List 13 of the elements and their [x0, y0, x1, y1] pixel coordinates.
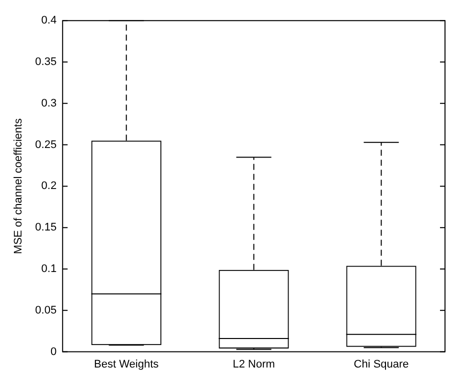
y-tick-label: 0.15 [35, 222, 57, 234]
y-tick-label: 0.4 [41, 14, 57, 27]
y-tick-label: 0 [50, 346, 57, 358]
x-tick-label: Chi Square [354, 358, 409, 370]
x-tick-label: L2 Norm [232, 358, 275, 370]
x-tick-label: Best Weights [94, 358, 160, 370]
y-tick-label: 0.2 [41, 180, 57, 192]
y-tick-label: 0.1 [41, 263, 57, 276]
y-tick-label: 0.35 [35, 56, 57, 68]
y-tick-label: 0.05 [35, 304, 57, 316]
y-axis-title: MSE of channel coefficients [12, 118, 25, 254]
y-tick-label: 0.3 [41, 97, 57, 110]
y-tick-label: 0.25 [35, 138, 57, 151]
